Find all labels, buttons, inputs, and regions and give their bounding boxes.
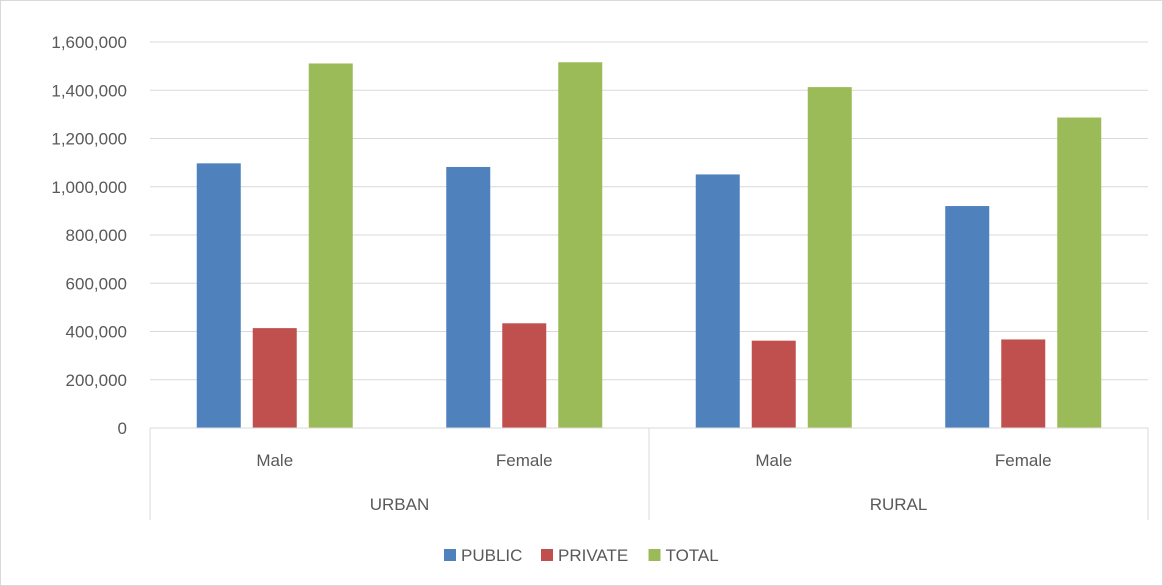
bar-public [446, 166, 491, 428]
y-tick-label: 1,200,000 [51, 130, 127, 149]
y-tick-label: 0 [118, 419, 127, 438]
bar-private [1001, 339, 1046, 428]
y-tick-label: 1,000,000 [51, 178, 127, 197]
legend-swatch-private [541, 549, 553, 561]
gridlines [150, 41, 1148, 381]
bar-total [308, 63, 353, 428]
legend-swatch-public [444, 549, 456, 561]
legend-label: PUBLIC [461, 546, 522, 565]
y-axis-ticks: 0 200,000 400,000 600,000 800,000 1,000,000 1,… [51, 33, 127, 438]
x-axis: Male Female Male Female URBAN RURAL [149, 427, 1149, 520]
bar-public [945, 206, 990, 428]
y-tick-label: 800,000 [66, 226, 127, 245]
x-category-label: Female [496, 451, 553, 470]
legend-swatch-total [648, 549, 661, 561]
bar-private [502, 323, 547, 428]
x-group-label: URBAN [370, 495, 430, 514]
x-group-label: RURAL [870, 495, 928, 514]
y-tick-label: 200,000 [66, 371, 127, 390]
bar-total [807, 87, 852, 429]
x-category-label: Male [755, 451, 792, 470]
bars [196, 62, 1102, 429]
y-tick-label: 600,000 [66, 274, 127, 293]
bar-total [558, 62, 603, 428]
bar-public [695, 174, 740, 428]
bar-public [196, 163, 241, 428]
x-category-label: Male [256, 451, 293, 470]
bar-private [252, 328, 297, 428]
legend-label: TOTAL [666, 546, 719, 565]
x-category-label: Female [995, 451, 1052, 470]
bar-total [1057, 117, 1102, 428]
legend-label: PRIVATE [558, 546, 628, 565]
y-tick-label: 400,000 [66, 323, 127, 342]
y-tick-label: 1,400,000 [51, 81, 127, 100]
legend: PUBLIC PRIVATE TOTAL [444, 546, 719, 565]
bar-private [751, 340, 796, 428]
y-tick-label: 1,600,000 [51, 33, 127, 52]
